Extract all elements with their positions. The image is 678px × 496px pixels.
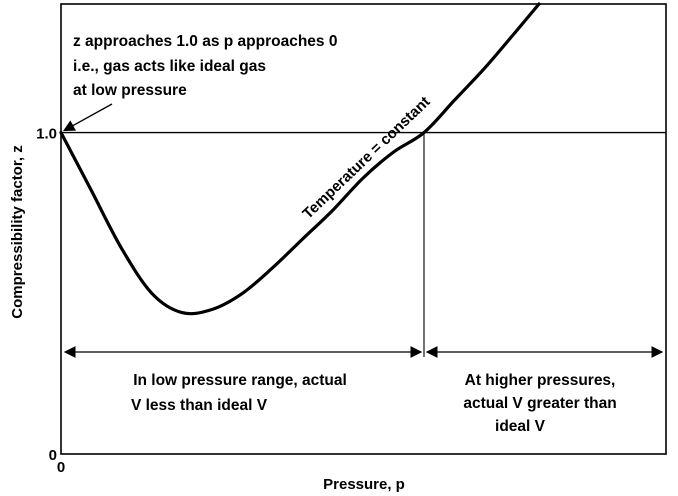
y-tick-label: 1.0 — [36, 126, 57, 143]
low-range-line-2: V less than ideal V — [131, 397, 268, 414]
low-pressure-pointer-arrow — [62, 103, 113, 132]
low-pressure-annotation: z approaches 1.0 as p approaches 0 i.e.,… — [73, 33, 337, 99]
series-label-temperature-constant: Temperature = constant — [299, 93, 433, 222]
annotation-line-2: i.e., gas acts like ideal gas — [73, 58, 266, 75]
high-range-line-3: ideal V — [495, 418, 546, 435]
x-tick-labels: 0 — [57, 459, 65, 476]
series-line-constant-temperature — [59, 2, 541, 316]
y-axis-title: Compressibility factor, z — [9, 145, 26, 318]
x-tick-label: 0 — [57, 459, 65, 476]
y-tick-labels: 01.0 — [36, 126, 57, 464]
high-range-line-1: At higher pressures, — [465, 372, 616, 389]
low-range-line-1: In low pressure range, actual — [133, 372, 347, 389]
x-axis-title: Pressure, p — [323, 476, 405, 493]
high-range-annotation: At higher pressures, actual V greater th… — [463, 372, 616, 435]
y-tick-label: 0 — [49, 447, 57, 464]
annotation-line-1: z approaches 1.0 as p approaches 0 — [73, 33, 337, 50]
high-range-line-2: actual V greater than — [463, 395, 616, 412]
low-range-annotation: In low pressure range, actual V less tha… — [131, 372, 347, 414]
annotation-line-3: at low pressure — [73, 82, 187, 99]
plot-frame — [60, 3, 667, 455]
